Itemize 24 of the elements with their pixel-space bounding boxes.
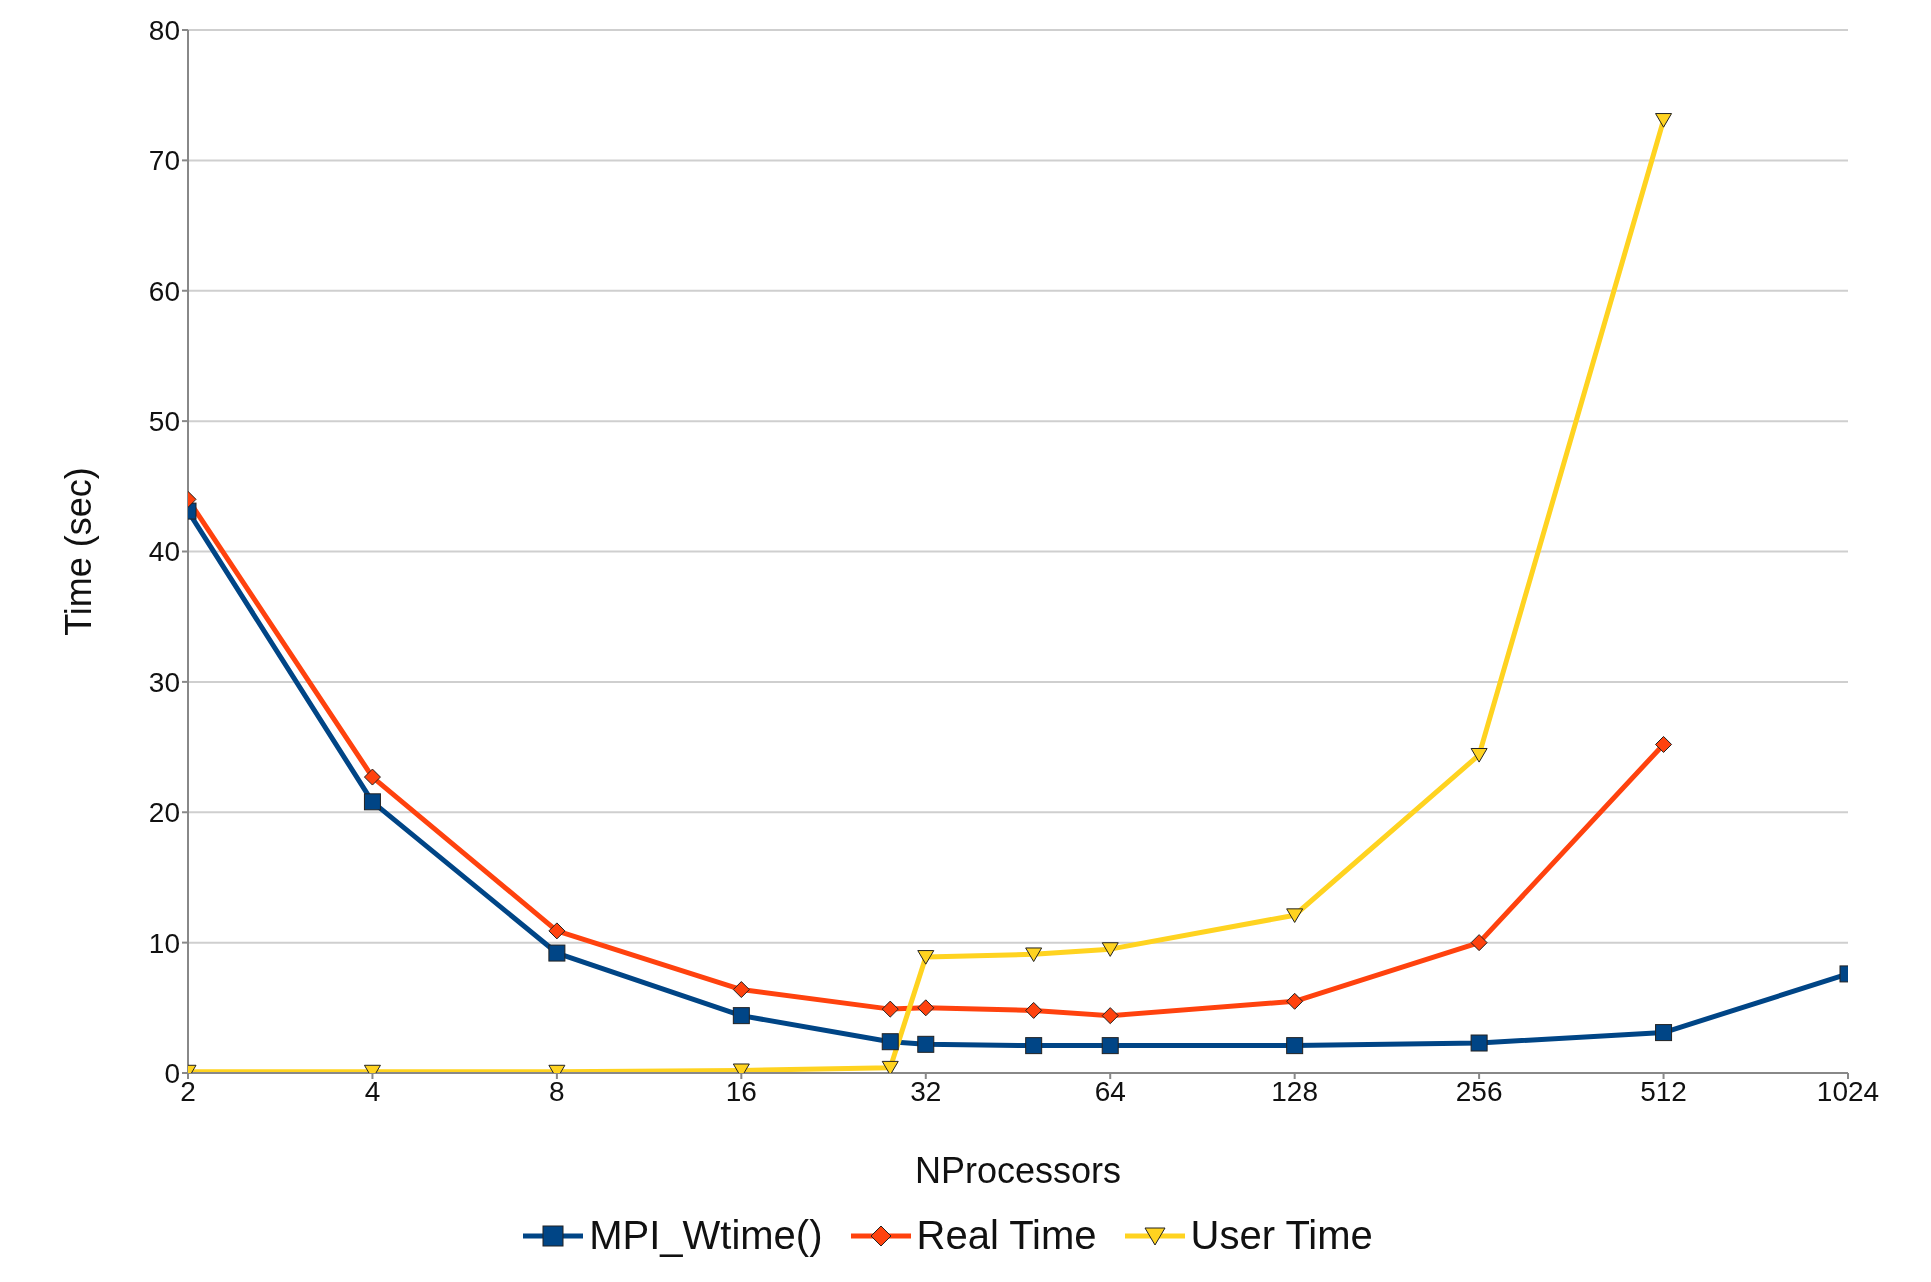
y-tick-label: 0	[164, 1057, 180, 1089]
y-tick-label: 70	[148, 145, 180, 177]
x-tick-label: 256	[1455, 1075, 1503, 1107]
x-tick-label: 512	[1640, 1075, 1687, 1107]
x-tick-label: 1024	[1816, 1075, 1880, 1107]
y-tick-label: 40	[148, 536, 180, 568]
legend-label: Real Time	[916, 1213, 1097, 1258]
y-tick-label: 20	[148, 797, 180, 829]
y-tick-label: 60	[148, 275, 180, 307]
y-tick-label: 10	[148, 927, 180, 959]
y-tick-label: 30	[148, 666, 180, 698]
x-tick-label: 8	[549, 1075, 565, 1107]
legend-label: User Time	[1190, 1213, 1373, 1258]
y-tick-label: 50	[148, 406, 180, 438]
x-tick-label: 128	[1271, 1075, 1319, 1107]
x-tick-label: 2	[180, 1075, 196, 1107]
x-tick-label: 32	[910, 1075, 942, 1107]
x-tick-label: 4	[364, 1075, 381, 1107]
y-tick-label: 80	[148, 14, 180, 46]
legend-label: MPI_Wtime()	[589, 1213, 823, 1258]
x-tick-label: 64	[1094, 1075, 1126, 1107]
y-axis-title: Time (sec)	[57, 467, 99, 636]
x-tick-label: 16	[725, 1075, 757, 1107]
x-axis-title: NProcessors	[914, 1150, 1122, 1191]
